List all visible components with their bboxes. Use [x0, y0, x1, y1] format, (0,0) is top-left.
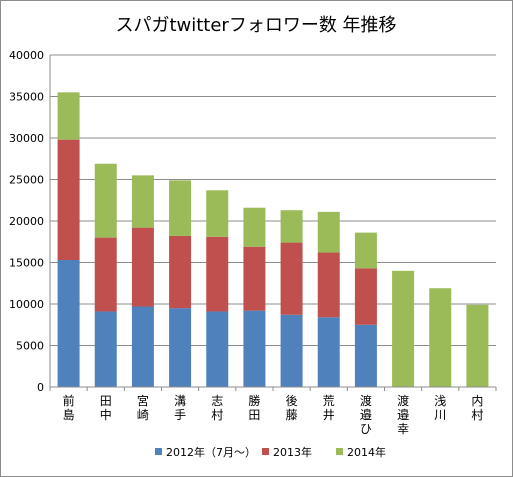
- bar-segment: [169, 180, 192, 236]
- bar-segment: [243, 246, 266, 311]
- bar-segment: [94, 311, 117, 387]
- bar-segment: [57, 92, 80, 140]
- bar-segment: [169, 308, 192, 387]
- x-category-label: 渡邉幸: [397, 393, 409, 436]
- y-tick-label: 30000: [9, 132, 44, 145]
- x-category-label: 渡邉ひ: [360, 393, 372, 436]
- bar-segment: [57, 260, 80, 387]
- bar-segment: [317, 252, 340, 318]
- bar-segment: [131, 175, 154, 228]
- bar-segment: [354, 232, 377, 269]
- bar-segment: [354, 324, 377, 387]
- x-category-label: 後藤: [286, 394, 298, 422]
- y-tick-label: 25000: [9, 174, 44, 187]
- legend-label: 2014年: [347, 445, 386, 459]
- bar-segment: [57, 139, 80, 261]
- x-category-label: 溝手: [174, 394, 186, 422]
- bar-segment: [131, 227, 154, 307]
- x-category-label: 荒井: [323, 394, 335, 422]
- y-tick-label: 10000: [9, 298, 44, 311]
- axes: [49, 55, 497, 391]
- bar-segment: [206, 311, 229, 387]
- bar-segment: [169, 235, 192, 309]
- legend: 2012年（7月～） 2013年 2014年: [155, 445, 386, 459]
- bar-segment: [466, 304, 489, 387]
- y-tick-label: 15000: [9, 257, 44, 270]
- legend-label: 2013年: [273, 445, 312, 459]
- x-category-label: 宮崎: [137, 393, 149, 422]
- bar-segment: [243, 310, 266, 387]
- y-tick-label: 0: [37, 381, 44, 394]
- legend-label: 2012年（7月～）: [166, 445, 256, 459]
- bar-segment: [392, 270, 415, 387]
- x-category-label: 勝田: [248, 393, 260, 422]
- bar-segment: [206, 190, 229, 237]
- legend-swatch: [155, 448, 162, 455]
- bar-segment: [354, 268, 377, 325]
- x-category-label: 志村: [211, 394, 223, 422]
- bar-segment: [317, 211, 340, 253]
- bar-segment: [317, 317, 340, 387]
- x-category-label: 浅川: [434, 394, 446, 422]
- x-category-label: 前島: [63, 393, 75, 422]
- y-tick-labels: 0 5000 10000 15000 20000 25000 30000 35000 40000: [9, 49, 44, 394]
- bar-segment: [280, 314, 303, 387]
- bar-segment: [243, 207, 266, 247]
- y-tick-label: 5000: [16, 340, 44, 353]
- bar-segment: [280, 242, 303, 315]
- y-tick-label: 35000: [9, 91, 44, 104]
- bar-segment: [94, 163, 117, 238]
- bar-segment: [94, 237, 117, 312]
- grid-lines: [50, 54, 496, 346]
- bar-segment: [429, 288, 452, 387]
- bar-segment: [131, 306, 154, 387]
- legend-swatch: [262, 448, 269, 455]
- legend-swatch: [336, 448, 343, 455]
- bar-segment: [280, 210, 303, 243]
- y-tick-label: 20000: [9, 215, 44, 228]
- bar-segment: [206, 236, 229, 312]
- y-tick-label: 40000: [9, 49, 44, 62]
- chart-title: スパガtwitterフォロワー数 年推移: [115, 15, 396, 36]
- x-category-label: 田中: [100, 394, 112, 422]
- bars: [57, 92, 489, 387]
- x-category-label: 内村: [471, 394, 483, 422]
